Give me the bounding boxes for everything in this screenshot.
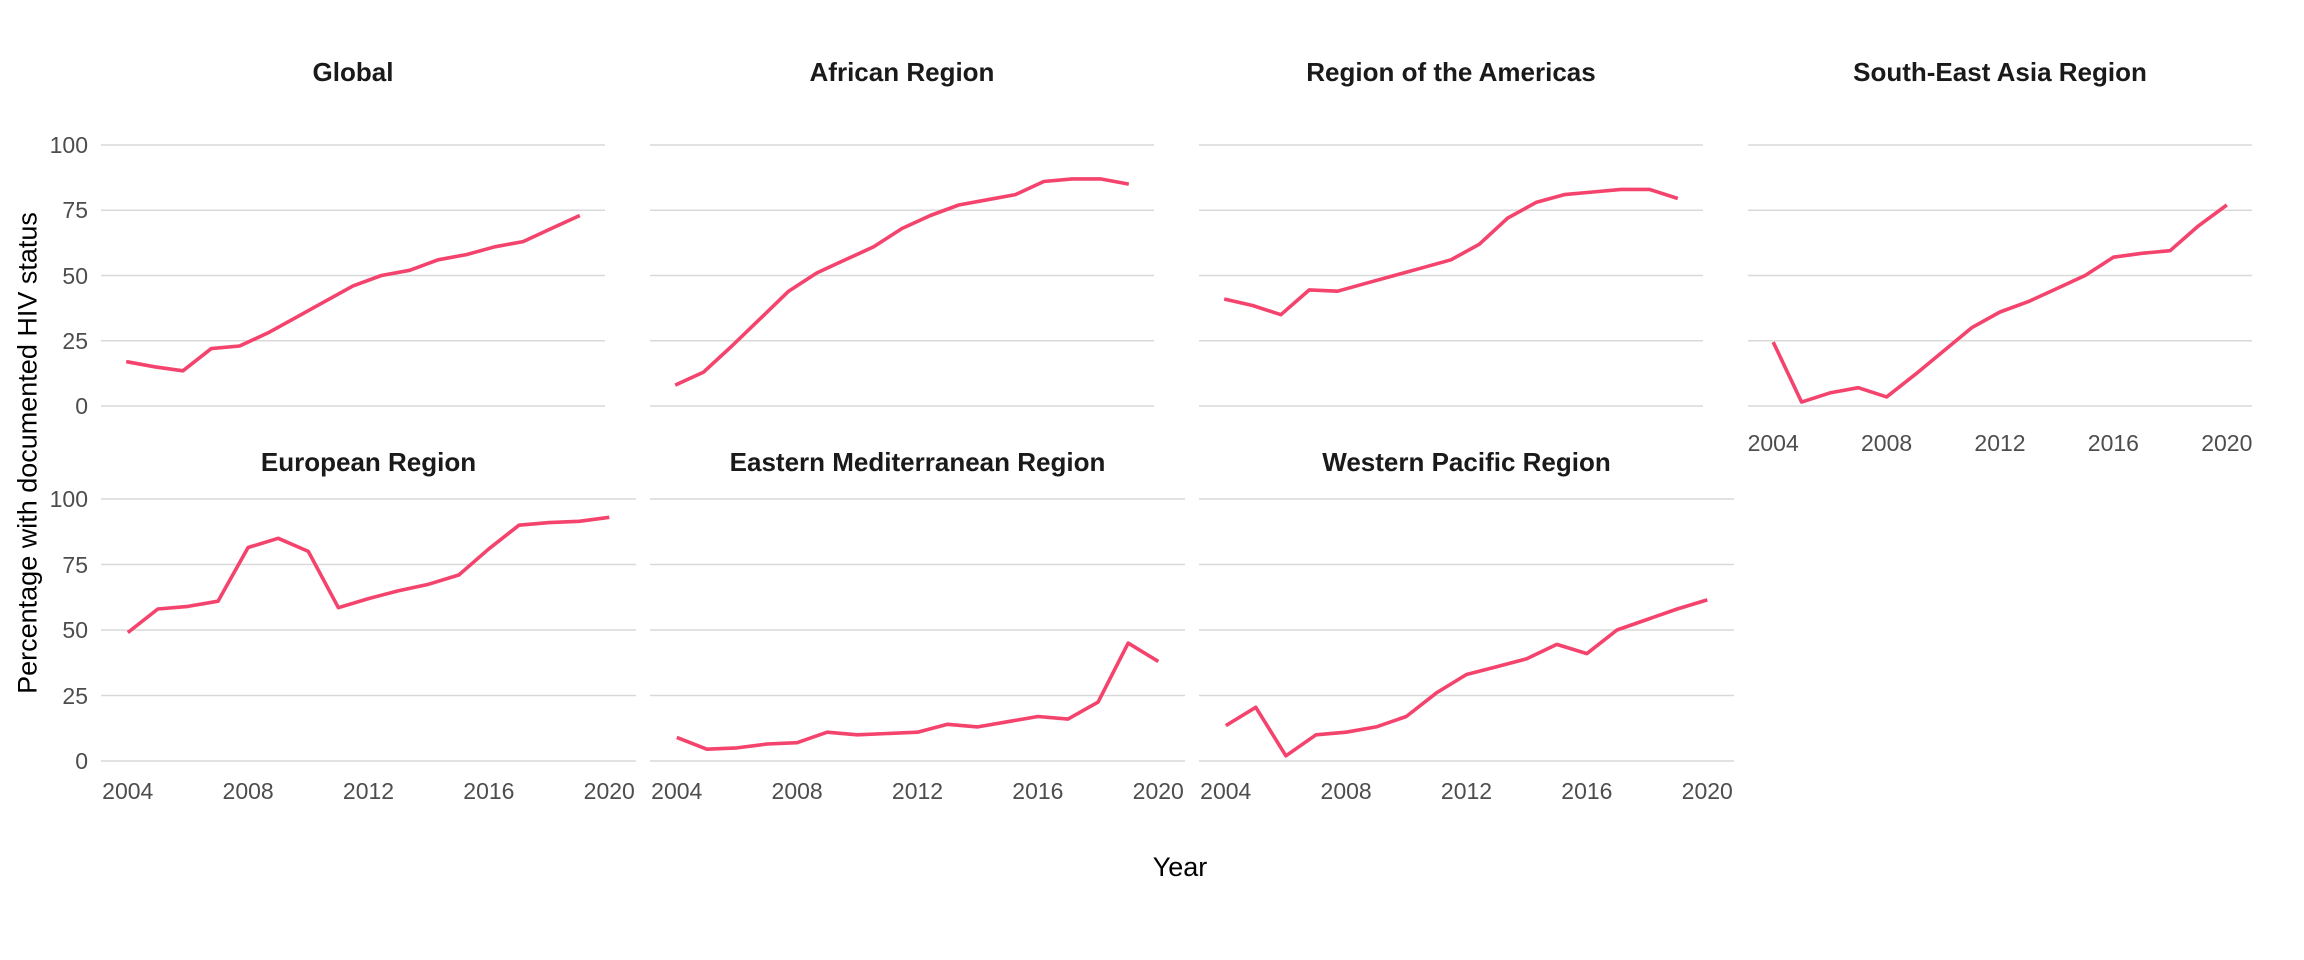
x-tick-label-south-east-asia-region: 2012 — [1974, 430, 2026, 456]
panel-title-eastern-mediterranean-region: Eastern Mediterranean Region — [729, 447, 1106, 477]
panel-western-pacific-region — [1199, 486, 1734, 774]
x-tick-label-south-east-asia-region: 2020 — [2201, 430, 2253, 456]
x-tick-label-south-east-asia-region: 2008 — [1861, 430, 1913, 456]
x-tick-label-eastern-mediterranean-region: 2016 — [1012, 778, 1064, 804]
x-tick-label-western-pacific-region: 2020 — [1681, 778, 1733, 804]
series-line-global — [125, 213, 581, 373]
x-tick-label-western-pacific-region: 2016 — [1561, 778, 1613, 804]
panel-plot-african-region — [650, 144, 1154, 407]
series-line-western-pacific-region — [1224, 598, 1708, 758]
series-line-region-of-the-americas — [1223, 187, 1679, 317]
y-tick-label-row2: 100 — [49, 486, 88, 512]
y-tick-label-row2: 50 — [62, 617, 88, 643]
x-tick-label-western-pacific-region: 2004 — [1200, 778, 1252, 804]
x-tick-label-western-pacific-region: 2008 — [1320, 778, 1372, 804]
x-tick-label-european-region: 2020 — [583, 778, 635, 804]
x-tick-label-european-region: 2012 — [342, 778, 395, 804]
series-line-african-region — [674, 177, 1130, 387]
panel-south-east-asia-region — [1748, 132, 2252, 419]
x-tick-label-european-region: 2008 — [222, 778, 274, 804]
panel-plot-region-of-the-americas — [1199, 144, 1703, 407]
panel-african-region — [650, 132, 1154, 419]
y-tick-label-row1: 100 — [49, 132, 88, 158]
panel-title-south-east-asia-region: South-East Asia Region — [1853, 57, 2147, 87]
panel-plot-global — [101, 144, 605, 407]
panel-title-african-region: African Region — [809, 57, 995, 87]
x-tick-label-western-pacific-region: 2012 — [1440, 778, 1493, 804]
x-tick-label-south-east-asia-region: 2004 — [1747, 430, 1799, 456]
series-line-eastern-mediterranean-region — [676, 641, 1160, 752]
y-tick-label-row2: 25 — [62, 682, 88, 709]
y-tick-label-row1: 75 — [62, 197, 88, 224]
x-tick-label-eastern-mediterranean-region: 2004 — [651, 778, 703, 804]
series-line-european-region — [126, 515, 610, 635]
panel-title-global: Global — [312, 57, 394, 87]
panel-plot-european-region — [101, 498, 636, 762]
y-tick-label-row1: 50 — [62, 262, 88, 289]
y-tick-label-row1: 0 — [75, 393, 88, 419]
x-tick-label-eastern-mediterranean-region: 2008 — [771, 778, 823, 804]
panel-european-region — [101, 486, 636, 774]
panel-global — [101, 132, 605, 419]
series-line-south-east-asia-region — [1771, 203, 2228, 404]
panel-eastern-mediterranean-region — [650, 486, 1185, 774]
x-tick-label-european-region: 2004 — [102, 778, 154, 804]
x-tick-label-eastern-mediterranean-region: 2012 — [891, 778, 944, 804]
y-tick-label-row1: 25 — [62, 327, 88, 354]
x-tick-label-eastern-mediterranean-region: 2020 — [1132, 778, 1184, 804]
panel-plot-western-pacific-region — [1199, 498, 1734, 762]
x-axis-title: Year — [1152, 852, 1208, 882]
panel-title-european-region: European Region — [260, 447, 477, 477]
panel-region-of-the-americas — [1199, 132, 1703, 419]
x-tick-label-south-east-asia-region: 2016 — [2087, 430, 2139, 456]
panel-title-region-of-the-americas: Region of the Americas — [1306, 57, 1596, 87]
panel-plot-south-east-asia-region — [1748, 144, 2252, 407]
y-tick-label-row2: 0 — [75, 748, 88, 774]
x-tick-label-european-region: 2016 — [463, 778, 515, 804]
panel-plot-eastern-mediterranean-region — [650, 498, 1185, 762]
y-tick-label-row2: 75 — [62, 551, 88, 578]
panel-title-western-pacific-region: Western Pacific Region — [1322, 447, 1611, 477]
